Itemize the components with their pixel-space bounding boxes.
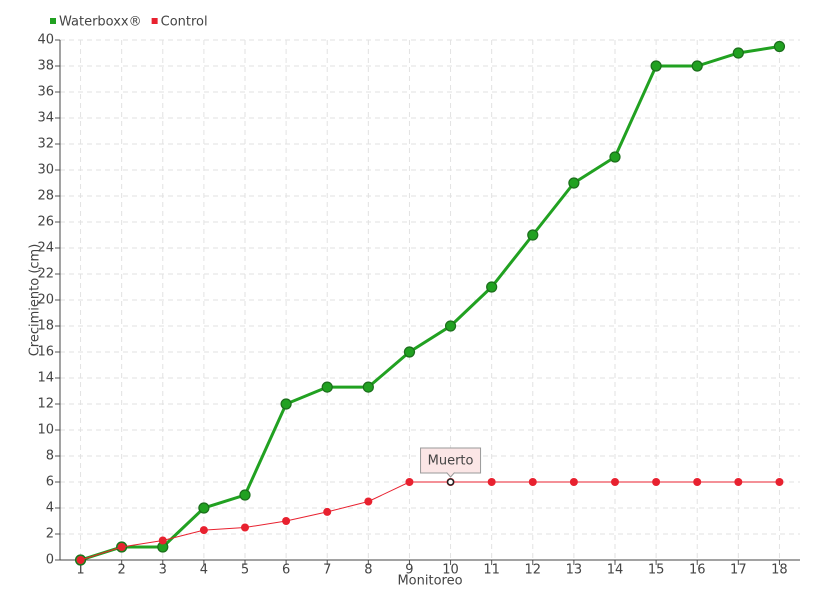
data-point (486, 281, 498, 293)
x-tick-label: 3 (159, 563, 167, 578)
y-tick-label: 8 (46, 449, 54, 464)
y-axis-label: Crecimiento (cm) (28, 244, 43, 357)
y-tick-label: 38 (37, 59, 54, 74)
data-point (773, 40, 786, 53)
y-tick-label: 36 (37, 85, 54, 100)
y-tick-label: 4 (46, 501, 54, 516)
y-tick-label: 28 (37, 189, 54, 204)
data-point (117, 543, 126, 551)
x-tick-label: 14 (607, 563, 624, 578)
y-tick-label: 14 (37, 371, 54, 386)
legend-swatch (151, 18, 158, 24)
x-tick-label: 8 (364, 563, 372, 578)
y-tick-label: 6 (46, 475, 54, 490)
y-tick-label: 10 (37, 423, 54, 438)
data-point (652, 478, 661, 486)
y-tick-label: 20 (37, 293, 54, 308)
x-tick-label: 5 (241, 563, 249, 578)
data-point (323, 507, 332, 516)
y-tick-label: 32 (37, 137, 54, 152)
legend-label: Waterboxx® (59, 15, 142, 30)
y-tick-label: 18 (37, 319, 54, 334)
y-tick-label: 2 (46, 527, 54, 542)
data-point (321, 381, 333, 393)
x-tick-label: 6 (282, 563, 290, 578)
y-tick-label: 40 (37, 33, 54, 48)
x-tick-label: 18 (771, 563, 788, 578)
data-point (239, 489, 251, 501)
data-point (158, 536, 167, 545)
data-point (693, 478, 702, 486)
y-tick-label: 12 (37, 397, 54, 412)
data-point (362, 381, 374, 393)
x-tick-label: 7 (323, 563, 331, 578)
data-point (609, 151, 621, 163)
data-point (364, 497, 373, 506)
x-tick-label: 1 (76, 563, 84, 578)
y-tick-label: 24 (37, 241, 54, 256)
x-tick-label: 16 (689, 563, 706, 578)
data-point (775, 478, 784, 486)
data-point (444, 320, 457, 332)
x-tick-label: 2 (118, 563, 126, 578)
data-point (403, 346, 416, 358)
x-tick-label: 10 (442, 563, 459, 578)
y-tick-label: 30 (37, 163, 54, 178)
data-point (76, 556, 85, 564)
annotation-box (420, 447, 482, 474)
data-point (527, 229, 539, 241)
series-line (80, 481, 780, 561)
y-tick-label: 34 (37, 111, 54, 126)
x-tick-label: 13 (566, 563, 583, 578)
annotation-text: Muerto (428, 454, 474, 469)
data-point (611, 478, 619, 486)
x-tick-label: 4 (200, 563, 208, 578)
data-point (691, 60, 703, 72)
y-tick-label: 22 (37, 267, 54, 282)
data-point (568, 177, 580, 189)
data-point (650, 60, 662, 72)
x-axis-label: Monitoreo (397, 574, 462, 589)
legend-label: Control (161, 15, 208, 30)
x-tick-label: 9 (405, 563, 413, 578)
data-point (282, 517, 291, 525)
x-tick-label: 12 (525, 563, 542, 578)
series-line (80, 45, 780, 562)
data-point (198, 502, 210, 514)
data-point (734, 478, 743, 486)
y-tick-label: 0 (46, 553, 54, 568)
legend-swatch (50, 18, 56, 24)
data-point (569, 478, 578, 486)
data-point (199, 526, 208, 535)
data-point (487, 478, 496, 486)
x-tick-label: 11 (483, 563, 500, 578)
data-point (528, 478, 537, 486)
x-tick-label: 17 (730, 563, 747, 578)
annotation-pointer (446, 472, 455, 478)
data-point (241, 523, 249, 532)
data-point (405, 478, 414, 486)
data-point (732, 47, 744, 59)
data-point (280, 398, 292, 410)
x-tick-label: 15 (648, 563, 665, 578)
annotation-point (446, 478, 455, 486)
y-tick-label: 16 (37, 345, 54, 360)
y-tick-label: 26 (37, 215, 54, 230)
